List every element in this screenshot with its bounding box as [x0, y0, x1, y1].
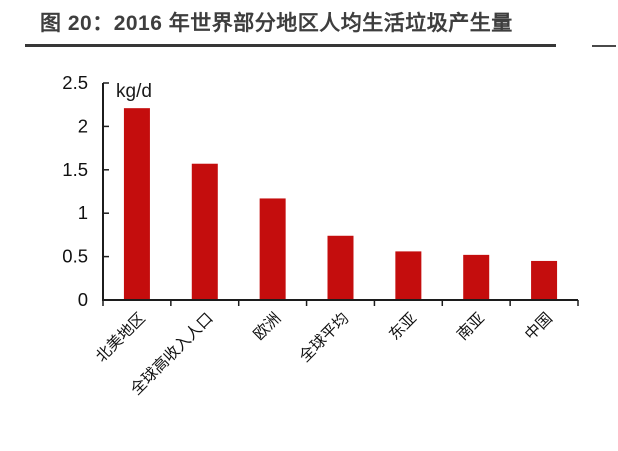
bar [531, 260, 558, 300]
x-category-label: 北美地区 [92, 309, 149, 366]
y-tick-label: 1 [78, 202, 88, 223]
bar [327, 235, 354, 300]
bar [191, 163, 218, 300]
title-underline [25, 44, 556, 47]
x-category-label: 欧洲 [250, 309, 285, 344]
bar [123, 108, 150, 300]
bar [395, 251, 422, 300]
x-category-label: 中国 [521, 309, 556, 344]
x-category-label: 东亚 [386, 309, 421, 344]
figure-title: 图 20：2016 年世界部分地区人均生活垃圾产生量 [40, 12, 513, 35]
x-category-label: 全球平均 [296, 309, 353, 366]
y-tick-label: 2 [78, 115, 88, 136]
title-underline-dash [592, 45, 616, 47]
y-tick-label: 1.5 [62, 159, 88, 180]
y-tick-label: 0 [78, 289, 88, 310]
y-tick-label: 2.5 [62, 72, 88, 93]
x-category-label: 南亚 [453, 309, 488, 344]
bar [259, 198, 286, 300]
unit-label: kg/d [116, 81, 152, 102]
y-tick-label: 0.5 [62, 246, 88, 267]
bar [463, 254, 490, 300]
